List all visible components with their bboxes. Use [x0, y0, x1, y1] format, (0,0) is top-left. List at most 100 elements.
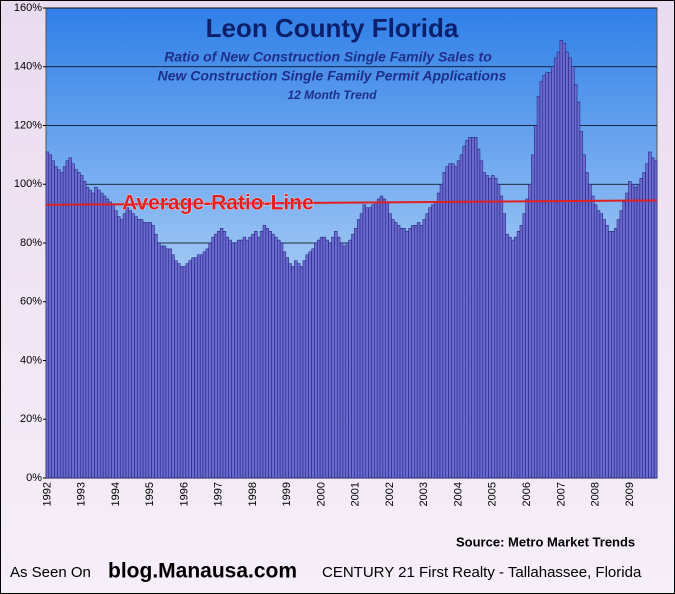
bar: [411, 225, 415, 479]
bar: [499, 195, 504, 479]
average-line: [45, 199, 658, 206]
bar: [142, 222, 147, 479]
x-tick-label: 1992: [41, 482, 53, 506]
bar: [137, 219, 141, 479]
x-tick-label: 1996: [178, 482, 190, 506]
bar: [565, 51, 569, 479]
bar: [516, 231, 521, 479]
bar: [151, 225, 155, 479]
x-tick-label: 1998: [247, 482, 259, 506]
bar: [99, 192, 104, 479]
footer-site: blog.Manausa.com: [108, 560, 297, 583]
bar: [354, 228, 358, 479]
bar: [533, 125, 538, 479]
bar: [319, 236, 324, 479]
footer-company: CENTURY 21 First Realty - Tallahassee, F…: [322, 564, 642, 581]
bar: [328, 242, 332, 479]
x-tick-label: 2008: [590, 482, 602, 506]
bar: [556, 51, 561, 479]
bar: [636, 184, 641, 479]
bar: [188, 260, 192, 479]
bar: [217, 231, 221, 479]
bar: [94, 186, 98, 479]
bar: [462, 145, 466, 479]
y-tick-label: 0%: [26, 472, 42, 484]
bar: [422, 219, 426, 479]
bar: [65, 160, 70, 479]
footer-prefix: As Seen On: [10, 564, 91, 581]
bar: [299, 266, 304, 479]
bar: [619, 210, 623, 479]
bar: [468, 137, 472, 479]
x-tick-label: 2006: [521, 482, 533, 506]
bar: [342, 245, 347, 479]
bar: [119, 219, 124, 479]
bar: [265, 228, 269, 479]
bar: [345, 242, 349, 479]
bar: [165, 248, 170, 479]
bar: [208, 242, 212, 479]
bar: [416, 222, 421, 479]
bar: [494, 178, 498, 479]
y-tick-label: 100%: [14, 178, 42, 190]
bar: [139, 219, 144, 479]
bar: [179, 266, 184, 479]
bar: [114, 210, 118, 479]
bar: [219, 228, 224, 479]
bar: [491, 175, 495, 479]
bar: [379, 195, 384, 479]
y-tick-label: 80%: [20, 237, 42, 249]
bar: [288, 263, 292, 479]
bar: [439, 184, 444, 479]
x-tick-label: 1993: [76, 482, 88, 506]
bar: [428, 207, 432, 479]
y-tick-label: 120%: [14, 119, 42, 131]
bar: [308, 251, 312, 479]
bar: [562, 43, 566, 479]
bar: [245, 239, 249, 479]
bar: [391, 219, 395, 479]
bar: [334, 231, 338, 479]
x-tick-label: 2001: [350, 482, 362, 506]
bar: [51, 160, 55, 479]
bar: [585, 172, 589, 479]
bar: [645, 163, 649, 479]
bar: [259, 231, 264, 479]
bar: [80, 175, 84, 479]
bar: [445, 166, 449, 479]
bar: [459, 154, 464, 479]
y-tick-label: 60%: [20, 296, 42, 308]
bar: [128, 210, 132, 479]
bar: [436, 192, 441, 479]
bar: [359, 213, 364, 479]
bar: [571, 66, 575, 479]
bar: [74, 169, 78, 479]
bar: [108, 201, 112, 479]
bar: [442, 172, 446, 479]
bar: [451, 163, 455, 479]
bar: [54, 166, 58, 479]
x-tick-label: 2009: [624, 482, 636, 506]
bar: [596, 210, 601, 479]
bar: [408, 228, 412, 479]
bar: [374, 201, 378, 479]
bar: [356, 219, 361, 479]
bar: [322, 236, 327, 479]
bar: [111, 204, 115, 479]
bar: [88, 189, 92, 479]
bar: [154, 233, 158, 479]
bar: [633, 186, 638, 479]
bar: [602, 219, 606, 479]
bar: [257, 236, 261, 479]
bar: [545, 72, 549, 479]
x-tick-label: 2003: [418, 482, 430, 506]
bar: [593, 204, 598, 479]
bar: [525, 198, 529, 479]
bar: [536, 95, 541, 479]
x-tick-label: 2007: [555, 482, 567, 506]
bar: [145, 222, 150, 479]
bar: [222, 231, 227, 479]
bar: [68, 157, 72, 479]
bar: [122, 213, 127, 479]
bar: [97, 189, 101, 479]
